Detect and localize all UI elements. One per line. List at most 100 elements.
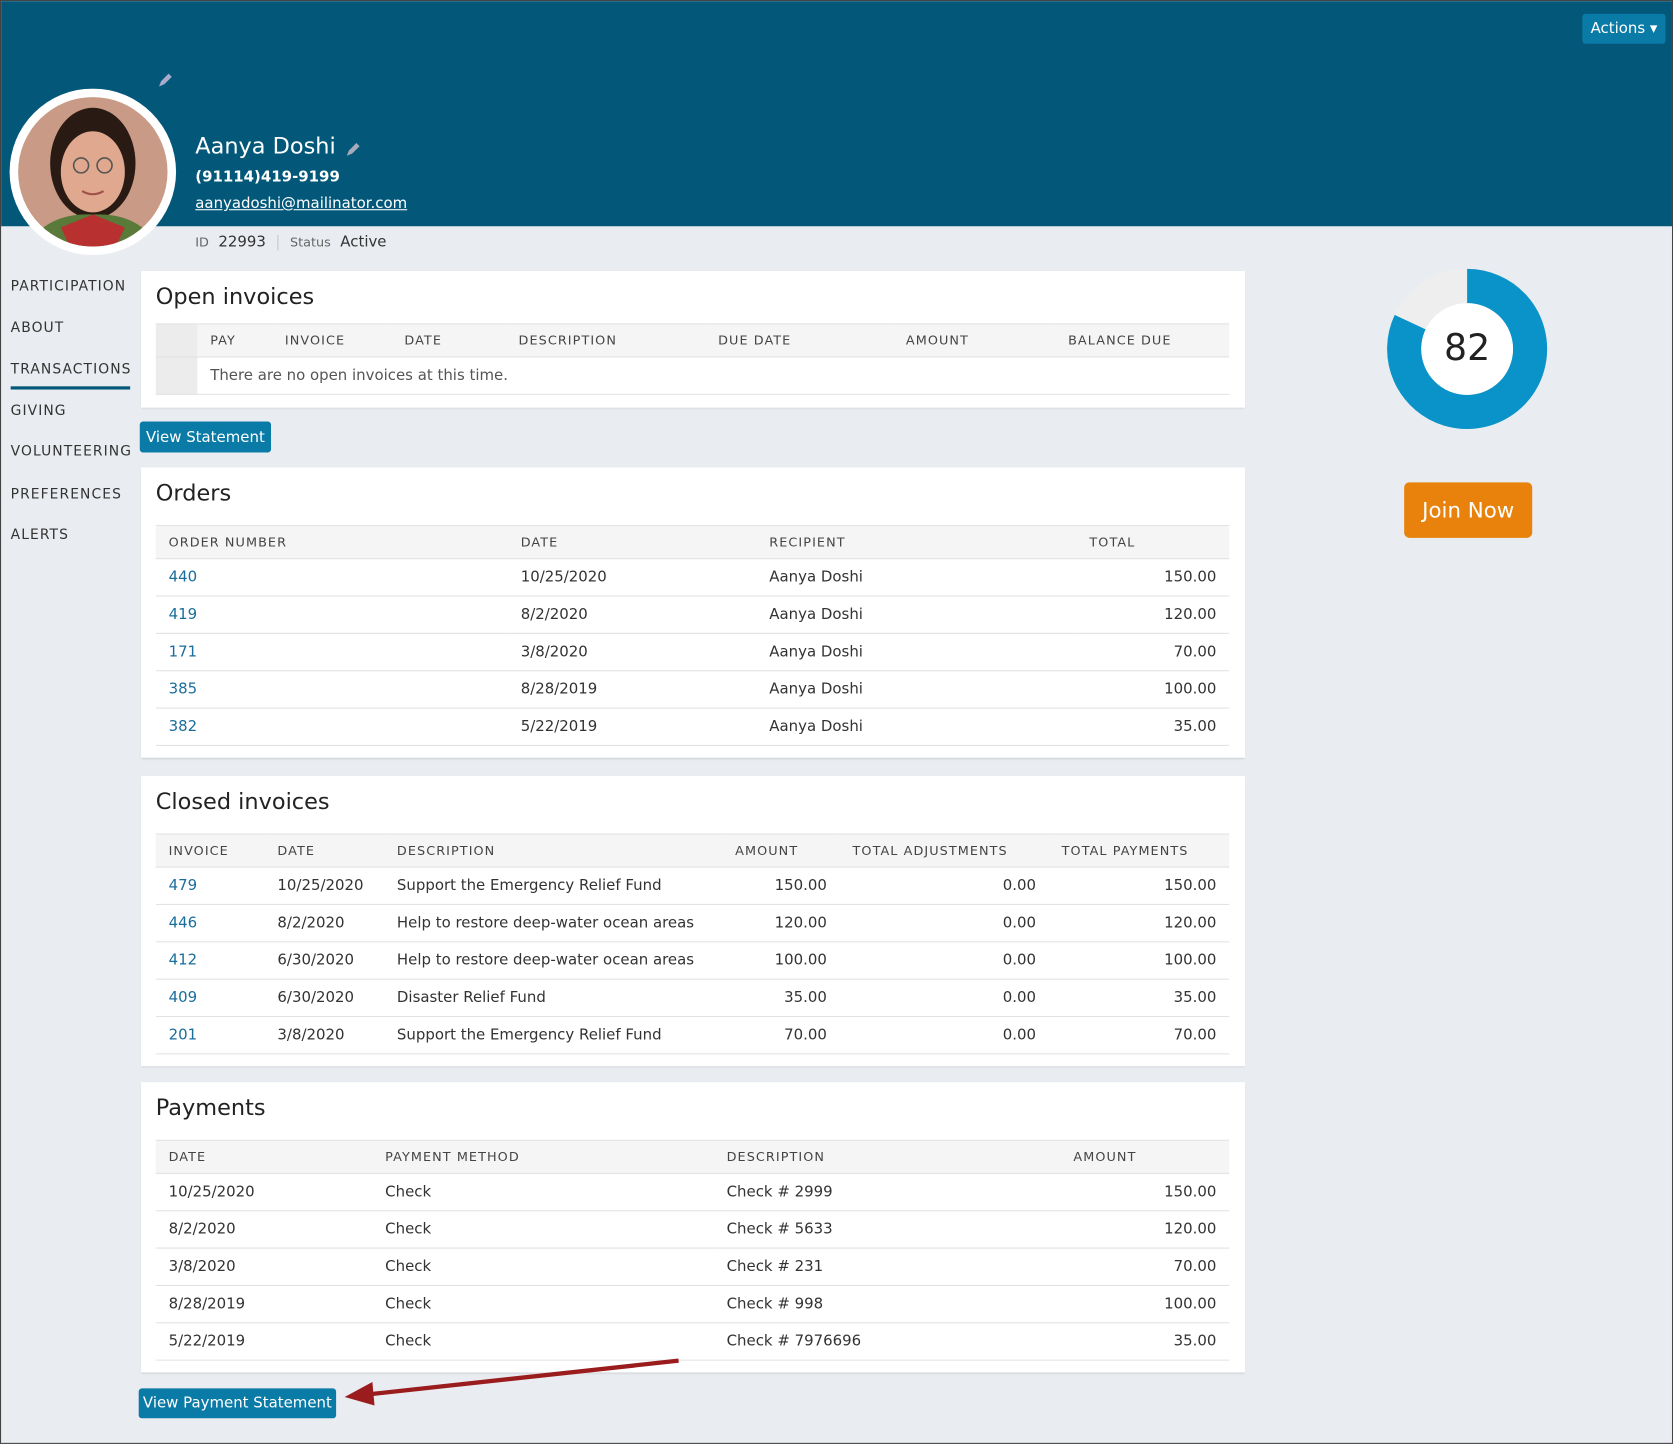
view-statement-button[interactable]: View Statement (139, 421, 272, 453)
table-cell: Check # 5633 (713, 1210, 1061, 1249)
payments-table: DATE PAYMENT METHOD DESCRIPTION AMOUNT 10/25… (155, 1139, 1230, 1361)
nav-item[interactable]: GIVING (10, 403, 67, 420)
table-cell: 8/28/2019 (507, 670, 757, 709)
table-cell: 150.00 (1076, 558, 1230, 597)
table-cell[interactable]: 446 (155, 904, 265, 943)
column-header: DATE (507, 525, 757, 560)
table-cell: 0.00 (839, 941, 1049, 980)
table-cell[interactable]: 440 (155, 558, 508, 597)
table-cell: Check (372, 1173, 714, 1212)
table-cell: 0.00 (839, 867, 1049, 905)
id-status-row: ID 22993 | Status Active (195, 233, 387, 251)
score-arc (1387, 268, 1548, 429)
column-header: DATE (264, 833, 385, 868)
table-cell: 35.00 (722, 979, 840, 1018)
table-cell: 150.00 (722, 867, 840, 905)
nav-item[interactable]: PARTICIPATION (10, 278, 127, 295)
table-row: 171 3/8/2020 Aanya Doshi 70.00 (155, 633, 1230, 672)
orders-table: ORDER NUMBER DATE RECIPIENT TOTAL 440 10/25/2… (155, 525, 1230, 746)
table-cell: Check (372, 1285, 714, 1324)
empty-row: There are no open invoices at this time. (155, 356, 1230, 395)
table-cell: 8/2/2020 (264, 904, 385, 943)
table-cell: 10/25/2020 (507, 558, 757, 597)
table-cell: Check # 231 (713, 1248, 1061, 1286)
card-title: Payments (155, 1094, 266, 1121)
header-row: INVOICE DATE DESCRIPTION AMOUNT TOTAL ADJUST… (155, 833, 1230, 868)
column-header: INVOICE (272, 323, 392, 358)
table-cell: 0.00 (839, 1016, 1049, 1055)
table-cell: Check (372, 1248, 714, 1286)
table-cell: Aanya Doshi (756, 633, 1077, 672)
view-payment-statement-button[interactable]: View Payment Statement (138, 1388, 337, 1419)
nav-item[interactable]: ALERTS (10, 527, 69, 544)
orders-card: Orders ORDER NUMBER DATE RECIPIENT TOTAL 440… (140, 467, 1246, 758)
column-header: TOTAL PAYMENTS (1048, 833, 1230, 868)
column-header: PAYMENT METHOD (372, 1139, 714, 1174)
column-header: AMOUNT (722, 833, 840, 868)
table-cell[interactable]: 385 (155, 670, 508, 709)
table-cell: 5/22/2019 (507, 708, 757, 746)
score-donut: 82 (1387, 268, 1548, 430)
table-cell: 150.00 (1048, 867, 1230, 905)
table-cell: 100.00 (1048, 941, 1230, 980)
nav-item[interactable]: TRANSACTIONS (10, 362, 130, 390)
table-cell: Support the Emergency Relief Fund (384, 1016, 723, 1055)
table-cell: 150.00 (1060, 1173, 1230, 1212)
table-row: 385 8/28/2019 Aanya Doshi 100.00 (155, 670, 1230, 709)
payments-card: Payments DATE PAYMENT METHOD DESCRIPTION AM… (140, 1082, 1246, 1373)
blank-header (155, 323, 198, 358)
nav-item[interactable]: PREFERENCES (10, 486, 122, 503)
id-label: ID (195, 234, 209, 250)
edit-photo-icon[interactable] (157, 72, 174, 89)
table-cell: 120.00 (1076, 596, 1230, 634)
table-cell[interactable]: 412 (155, 941, 265, 980)
table-cell: 8/2/2020 (507, 596, 757, 634)
table-cell: 70.00 (1076, 633, 1230, 672)
column-header: BALANCE DUE (1055, 323, 1230, 358)
table-cell: 6/30/2020 (264, 941, 385, 980)
open-invoices-table: PAY INVOICE DATE DESCRIPTION DUE DATE AMOUNT B… (155, 323, 1230, 395)
table-cell: 35.00 (1048, 979, 1230, 1018)
table-cell: 0.00 (839, 979, 1049, 1018)
closed-invoices-card: Closed invoices INVOICE DATE DESCRIPTION AM… (140, 775, 1246, 1067)
table-cell[interactable]: 201 (155, 1016, 265, 1055)
table-cell: 35.00 (1076, 708, 1230, 746)
table-cell: 120.00 (1048, 904, 1230, 943)
table-cell[interactable]: 171 (155, 633, 508, 672)
column-header: AMOUNT (893, 323, 1056, 358)
actions-label: Actions (1590, 20, 1646, 38)
header-row: ORDER NUMBER DATE RECIPIENT TOTAL (155, 525, 1230, 560)
table-cell: 3/8/2020 (264, 1016, 385, 1055)
table-cell: 120.00 (722, 904, 840, 943)
table-cell: 6/30/2020 (264, 979, 385, 1018)
profile-name: Aanya Doshi (195, 133, 336, 160)
table-cell: 70.00 (1060, 1248, 1230, 1286)
open-invoices-card: Open invoices PAY INVOICE DATE DESCRIPTION D… (140, 271, 1246, 408)
score-value: 82 (1444, 326, 1490, 369)
table-cell[interactable]: 419 (155, 596, 508, 634)
column-header: RECIPIENT (756, 525, 1077, 560)
table-row: 201 3/8/2020 Support the Emergency Relief … (155, 1016, 1230, 1055)
table-cell[interactable]: 409 (155, 979, 265, 1018)
table-cell[interactable]: 479 (155, 867, 265, 905)
table-cell: 100.00 (722, 941, 840, 980)
table-cell[interactable]: 382 (155, 708, 508, 746)
table-row: 446 8/2/2020 Help to restore deep-water oc… (155, 904, 1230, 943)
nav-item[interactable]: ABOUT (10, 320, 65, 337)
annotation-arrow (344, 1358, 679, 1406)
column-header: AMOUNT (1060, 1139, 1230, 1174)
table-cell: Help to restore deep-water ocean areas (384, 941, 723, 980)
nav-item[interactable]: VOLUNTEERING (10, 443, 133, 460)
table-cell: Aanya Doshi (756, 708, 1077, 746)
card-title: Closed invoices (155, 788, 330, 815)
edit-name-icon[interactable] (345, 141, 362, 158)
table-cell: Aanya Doshi (756, 558, 1077, 597)
join-now-button[interactable]: Join Now (1404, 482, 1533, 538)
email[interactable]: aanyadoshi@mailinator.com (195, 195, 408, 213)
table-row: 3/8/2020 Check Check # 231 70.00 (155, 1248, 1230, 1286)
table-row: 8/28/2019 Check Check # 998 100.00 (155, 1285, 1230, 1324)
actions-button[interactable]: Actions ▾ (1582, 13, 1666, 44)
table-row: 5/22/2019 Check Check # 7976696 35.00 (155, 1322, 1230, 1361)
column-header: DATE (391, 323, 506, 358)
table-cell: 70.00 (722, 1016, 840, 1055)
